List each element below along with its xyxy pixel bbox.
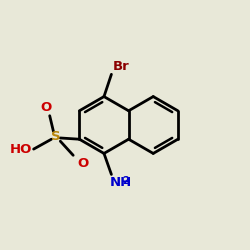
Text: Br: Br	[113, 60, 130, 73]
Text: S: S	[51, 130, 61, 143]
Text: NH: NH	[110, 176, 132, 189]
Text: HO: HO	[10, 143, 32, 156]
Text: 2: 2	[122, 176, 128, 186]
Text: O: O	[77, 157, 88, 170]
Text: O: O	[40, 102, 52, 114]
